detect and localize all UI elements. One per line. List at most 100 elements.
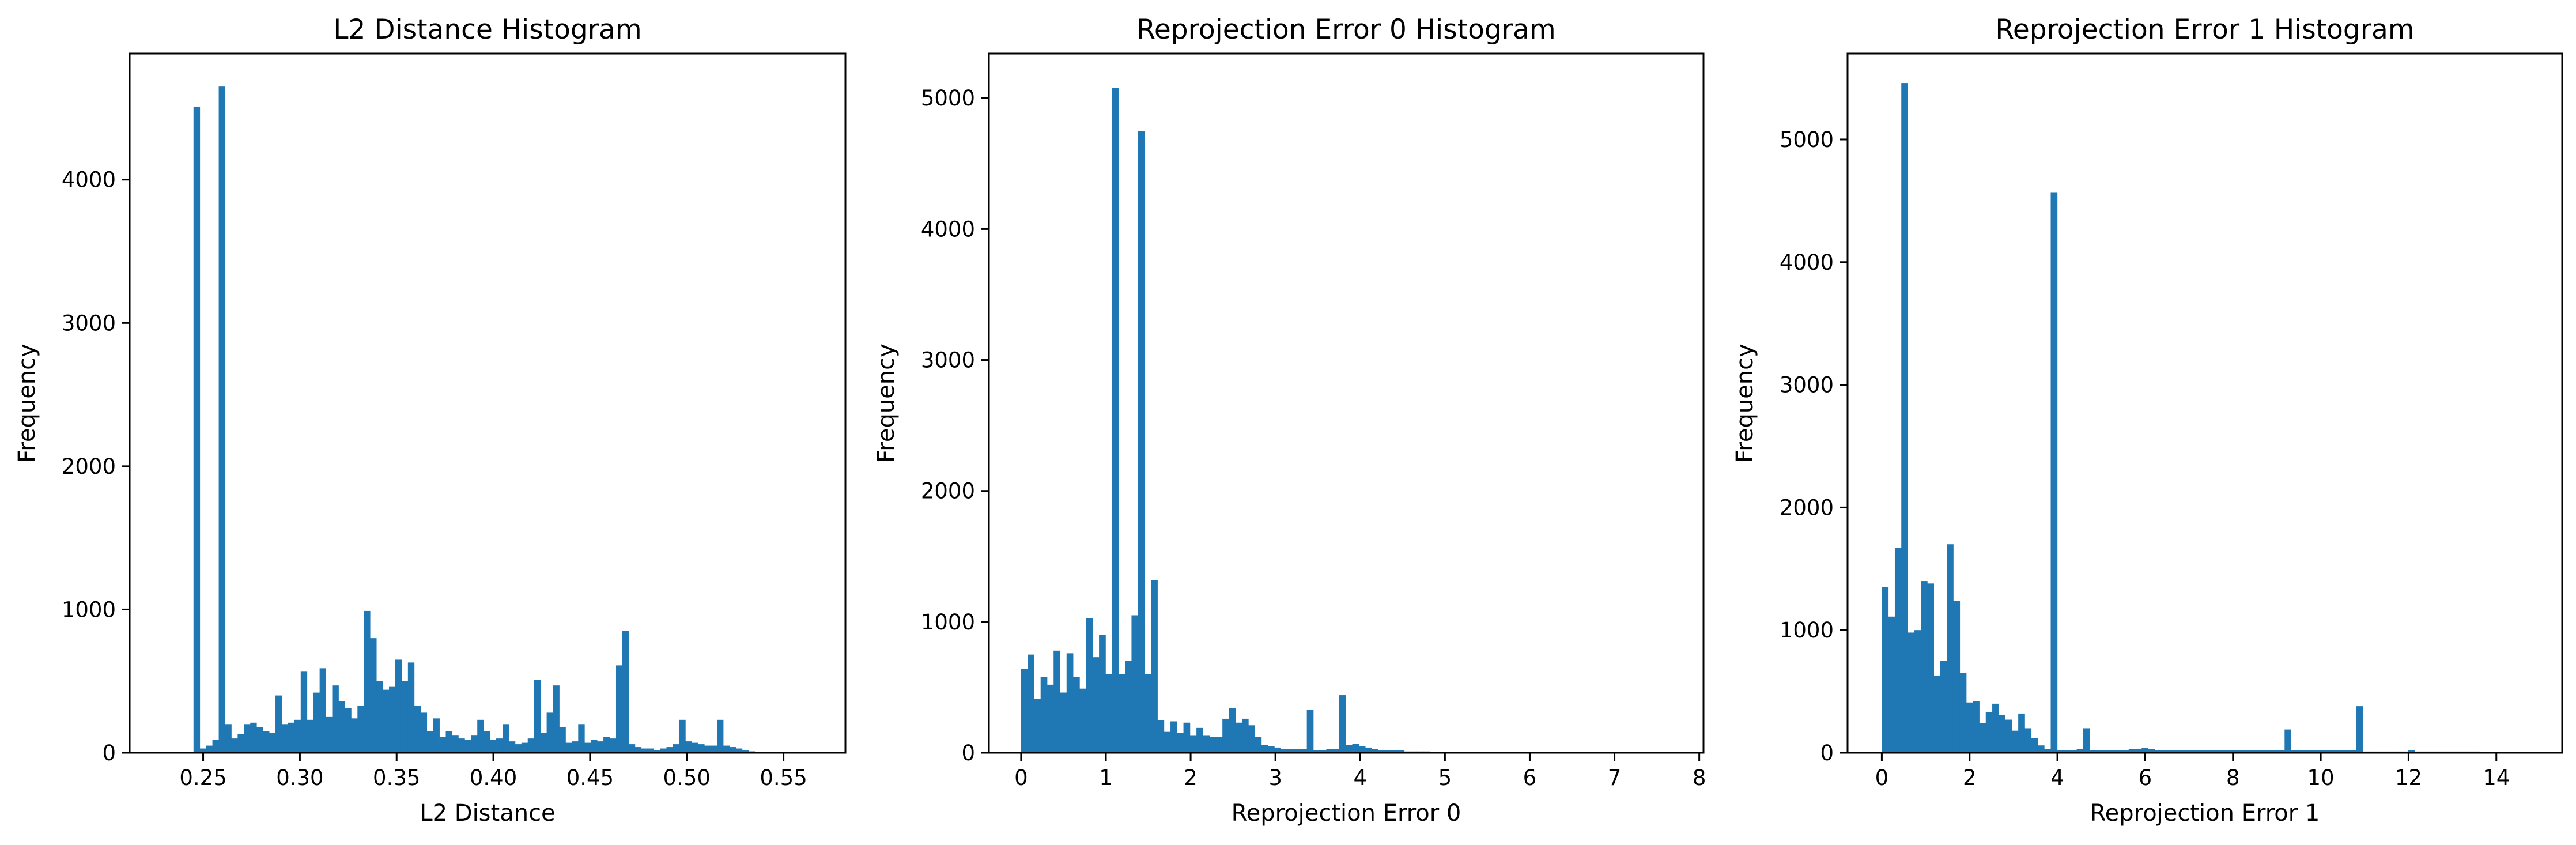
histogram-bar [199, 748, 207, 753]
x-tick-label: 2 [1184, 765, 1198, 790]
histogram-bar [1138, 131, 1145, 753]
x-tick-label: 5 [1438, 765, 1452, 790]
histogram-bar [477, 719, 484, 753]
histogram-bar [553, 685, 560, 753]
histogram-bar [1921, 581, 1928, 753]
histogram-bar [1177, 733, 1184, 753]
histogram-bar [2213, 750, 2220, 753]
x-tick-label: 0 [1875, 765, 1889, 790]
histogram-bar [628, 744, 636, 753]
histogram-bar [2356, 706, 2363, 753]
histogram-bar [1021, 669, 1028, 753]
chart-panel-1: 0 1 2 3 4 5 6 7 8 0 1000 2000 3000 4000 5000 Reprojecti… [873, 14, 1706, 827]
histogram-bar [723, 745, 730, 753]
histogram-bar [1229, 708, 1236, 753]
y-tick-label: 0 [961, 741, 975, 765]
x-tick-label: 0.45 [566, 765, 614, 790]
y-tick-label: 2000 [62, 454, 116, 479]
histogram-bar [508, 741, 516, 753]
histogram-bar [1170, 721, 1177, 753]
histogram-bar [206, 745, 213, 753]
x-tick-label: 2 [1963, 765, 1977, 790]
histogram-bar [401, 681, 409, 753]
histogram-bar [1092, 657, 1100, 753]
histogram-bar [2278, 750, 2285, 753]
histogram-bar [2304, 750, 2311, 753]
histogram-bar [426, 731, 433, 753]
histogram-bar [2005, 719, 2012, 753]
x-axis-label: Reprojection Error 1 [2090, 800, 2320, 827]
histogram-bar [1073, 677, 1080, 753]
histogram-bar [1927, 583, 1934, 753]
y-tick-label: 1000 [62, 597, 116, 622]
histogram-bar [559, 727, 566, 753]
histogram-bar [389, 686, 396, 753]
histogram-bar [634, 747, 642, 753]
histogram-bar [521, 742, 528, 753]
histogram-bar [1248, 725, 1255, 753]
histogram-bar [1882, 587, 1889, 753]
histogram-bar [294, 719, 301, 753]
plot-frame [129, 52, 847, 754]
histogram-bar [711, 745, 717, 753]
histogram-bar [1281, 749, 1288, 753]
histogram-bar [591, 740, 598, 753]
histogram-bar [2219, 750, 2227, 753]
histogram-bar [496, 738, 503, 753]
x-tick-label: 0.50 [663, 765, 711, 790]
x-tick-label: 3 [1268, 765, 1282, 790]
histogram-bar [692, 742, 698, 753]
histogram-bar [565, 742, 572, 753]
histogram-bar [1209, 737, 1217, 753]
histogram-bar [742, 750, 749, 753]
histogram-bar [2330, 750, 2337, 753]
histogram-bar [1320, 750, 1327, 753]
histogram-bar [2258, 750, 2265, 753]
histogram-bar [1105, 674, 1113, 753]
histogram-bar [2154, 750, 2162, 753]
y-tick-label: 3000 [62, 311, 116, 335]
histogram-bar [1215, 737, 1223, 753]
histogram-bar [256, 727, 263, 753]
histogram-bar [1358, 746, 1366, 753]
histogram-bar [1034, 699, 1041, 753]
histogram-bar [2024, 728, 2032, 753]
histogram-bar [1979, 723, 1986, 753]
histogram-bar [2102, 750, 2110, 753]
y-tick-label: 5000 [1780, 127, 1834, 152]
histogram-bar [1196, 727, 1203, 753]
y-axis-label: Frequency [1732, 344, 1758, 463]
histogram-bar [357, 705, 364, 753]
histogram-bar [1332, 749, 1340, 753]
histogram-bar [300, 671, 308, 753]
histogram-bar [1040, 677, 1048, 753]
histogram-bar [1992, 703, 1999, 753]
histogram-bar [1378, 750, 1385, 753]
x-tick-label: 7 [1608, 765, 1622, 790]
histogram-bar [1985, 712, 1993, 753]
histogram-bar [2408, 750, 2415, 753]
histogram-bar [2011, 730, 2019, 753]
histogram-bar [1339, 695, 1346, 753]
y-tick-label: 1000 [921, 610, 975, 635]
histogram-bar [1384, 750, 1392, 753]
histogram-bar [1300, 749, 1308, 753]
histogram-bar [1189, 735, 1197, 753]
histogram-bar [2122, 750, 2129, 753]
histogram-bar [351, 718, 358, 753]
histogram-bar [1274, 747, 1281, 753]
histogram-bar [2291, 750, 2298, 753]
histogram-bar [1947, 544, 1954, 753]
histogram-bar [2070, 750, 2077, 753]
x-tick-label: 4 [2050, 765, 2064, 790]
histogram-bar [2057, 750, 2064, 753]
histogram-bar [2187, 750, 2194, 753]
histogram-bars [1882, 83, 2532, 753]
histogram-bar [237, 734, 244, 753]
x-tick-label: 0.30 [276, 765, 323, 790]
histogram-bar [1099, 635, 1106, 753]
histogram-bar [1372, 749, 1378, 753]
histogram-bar [698, 744, 705, 753]
histogram-bar [1365, 747, 1372, 753]
histogram-bar [471, 735, 478, 753]
